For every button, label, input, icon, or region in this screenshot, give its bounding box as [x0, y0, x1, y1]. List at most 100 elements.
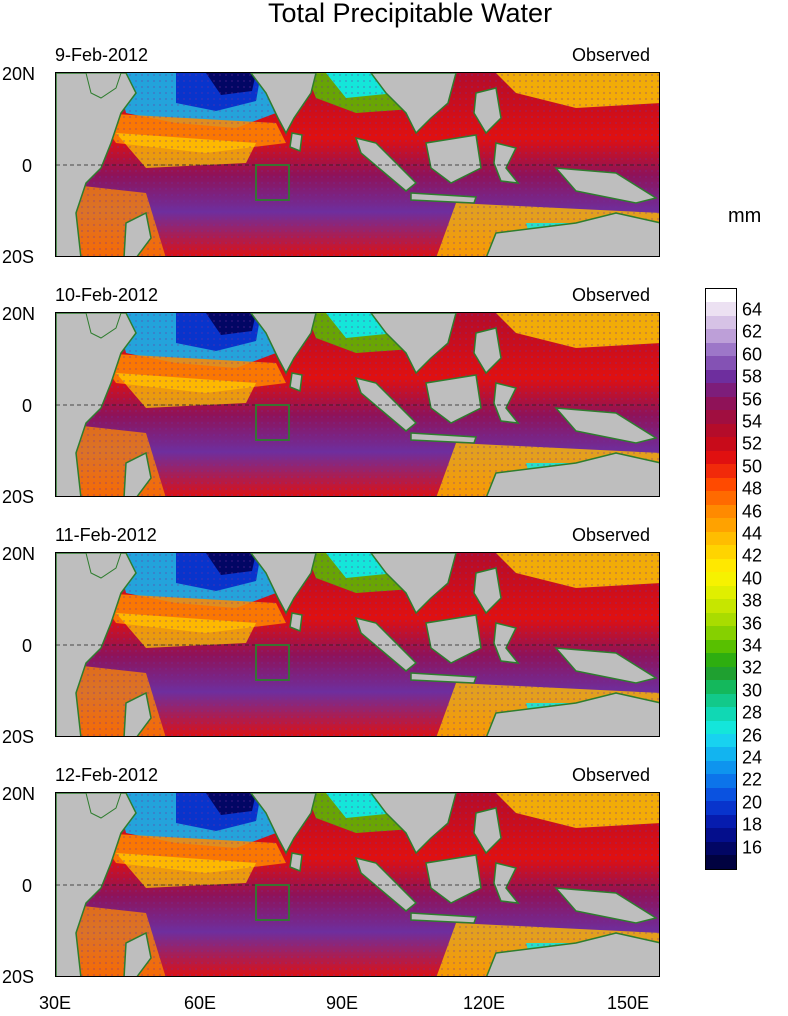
colorbar-swatch	[706, 410, 736, 424]
colorbar-swatch	[706, 518, 736, 532]
longitude-label: 60E	[183, 993, 217, 1013]
colorbar-swatch	[706, 787, 736, 802]
latitude-label: 0	[22, 156, 33, 176]
colorbar-swatch	[706, 585, 736, 600]
latitude-label: 20N	[2, 544, 36, 564]
colorbar-label: 40	[742, 568, 763, 589]
colorbar-label: 54	[742, 411, 763, 432]
panel-tag: Observed	[572, 525, 651, 545]
panel-date: 10-Feb-2012	[55, 285, 159, 305]
colorbar-swatch	[706, 396, 736, 411]
colorbar-swatch	[706, 464, 736, 478]
latitude-label: 20S	[2, 247, 35, 267]
latitude-label: 20S	[2, 727, 35, 747]
colorbar-swatch	[706, 639, 736, 654]
colorbar-swatch	[706, 329, 736, 343]
panel-date: 9-Feb-2012	[55, 45, 149, 65]
colorbar-swatch	[706, 733, 736, 748]
colorbar-swatch	[706, 747, 736, 761]
latitude-label: 20S	[2, 487, 35, 507]
colorbar-swatch	[706, 289, 736, 303]
colorbar-swatch	[706, 680, 736, 694]
latitude-label: 20N	[2, 304, 36, 324]
precipitable-water-map	[55, 552, 660, 737]
panel-tag: Observed	[572, 285, 651, 305]
colorbar-label: 50	[742, 456, 763, 477]
colorbar-swatch	[706, 801, 736, 815]
colorbar-label: 46	[742, 501, 763, 522]
colorbar-label: 28	[742, 702, 763, 723]
page-title: Total Precipitable Water	[267, 0, 553, 28]
colorbar-label: 20	[742, 792, 763, 813]
colorbar-swatch	[706, 572, 736, 586]
precipitable-water-map	[55, 312, 660, 497]
colorbar-unit: mm	[728, 205, 762, 227]
colorbar-swatch	[706, 545, 736, 559]
colorbar-swatch	[706, 760, 736, 775]
colorbar-label: 18	[742, 814, 763, 835]
colorbar-swatch	[706, 423, 736, 438]
colorbar-swatch	[706, 437, 736, 451]
latitude-label: 20N	[2, 64, 36, 84]
latitude-label: 20S	[2, 967, 35, 987]
colorbar-swatch	[706, 720, 736, 734]
colorbar-swatch	[706, 342, 736, 357]
colorbar-swatch	[706, 450, 736, 465]
colorbar-label: 22	[742, 769, 763, 790]
latitude-label: 0	[22, 396, 33, 416]
colorbar-swatch	[706, 666, 736, 681]
panel-tag: Observed	[572, 765, 651, 785]
colorbar-swatch	[706, 302, 736, 316]
colorbar-label: 52	[742, 433, 763, 454]
colorbar-label: 38	[742, 590, 763, 611]
precipitable-water-map	[55, 72, 660, 257]
colorbar-swatch	[706, 531, 736, 546]
latitude-label: 20N	[2, 784, 36, 804]
panel-date: 11-Feb-2012	[55, 525, 157, 545]
colorbar-label: 36	[742, 613, 763, 634]
panel-date: 12-Feb-2012	[55, 765, 159, 785]
longitude-label: 30E	[38, 993, 72, 1013]
panel-tag: Observed	[572, 45, 651, 65]
colorbar-label: 32	[742, 657, 763, 678]
colorbar-swatch	[706, 504, 736, 519]
colorbar-swatch	[706, 653, 736, 667]
colorbar-swatch	[706, 707, 736, 721]
colorbar-label: 30	[742, 680, 763, 701]
colorbar-swatch	[706, 828, 736, 842]
longitude-label: 150E	[606, 993, 650, 1013]
colorbar-swatch	[706, 814, 736, 829]
latitude-label: 0	[22, 876, 33, 896]
colorbar-swatch	[706, 558, 736, 573]
precipitable-water-map	[55, 792, 660, 977]
colorbar-swatch	[706, 383, 736, 397]
colorbar-swatch	[706, 491, 736, 505]
colorbar-swatch	[706, 774, 736, 788]
colorbar-label: 58	[742, 366, 763, 387]
colorbar-label: 62	[742, 321, 763, 342]
colorbar-swatch	[706, 612, 736, 627]
colorbar-swatch	[706, 369, 736, 384]
latitude-label: 0	[22, 636, 33, 656]
colorbar-swatch	[706, 477, 736, 492]
colorbar-swatch	[706, 841, 736, 856]
colorbar-label: 42	[742, 545, 763, 566]
colorbar-swatch	[706, 356, 736, 370]
colorbar-label: 34	[742, 635, 763, 656]
colorbar-swatch	[706, 626, 736, 640]
longitude-label: 90E	[325, 993, 359, 1013]
colorbar-label: 24	[742, 747, 763, 768]
longitude-label: 120E	[462, 993, 506, 1013]
colorbar	[705, 288, 737, 870]
colorbar-swatch	[706, 315, 736, 330]
colorbar-label: 56	[742, 389, 763, 410]
colorbar-label: 44	[742, 523, 763, 544]
colorbar-label: 48	[742, 478, 763, 499]
colorbar-label: 26	[742, 725, 763, 746]
colorbar-swatch	[706, 855, 736, 869]
colorbar-swatch	[706, 693, 736, 708]
colorbar-swatch	[706, 599, 736, 613]
colorbar-label: 16	[742, 837, 763, 858]
colorbar-label: 60	[742, 344, 763, 365]
colorbar-label: 64	[742, 299, 763, 320]
